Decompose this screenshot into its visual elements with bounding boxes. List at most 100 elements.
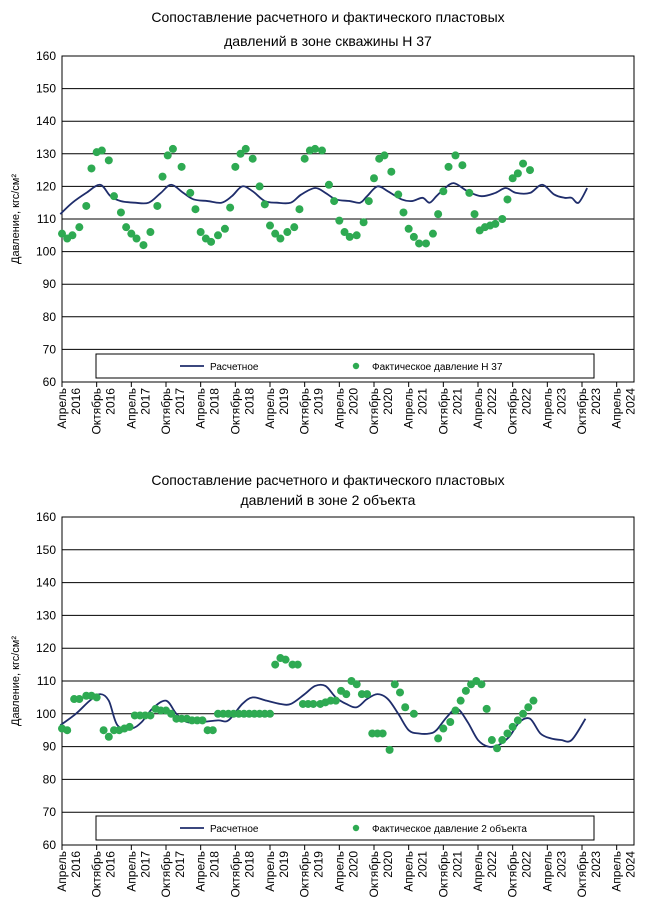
data-point-actual xyxy=(271,229,280,238)
x-tick-label: 2021 xyxy=(416,388,430,415)
data-point-actual xyxy=(503,195,512,204)
y-tick-label: 150 xyxy=(36,543,56,557)
data-point-actual xyxy=(214,231,222,240)
data-point-actual xyxy=(340,228,349,237)
data-point-actual xyxy=(422,239,430,248)
y-tick-label: 160 xyxy=(36,49,56,63)
x-tick-label: 2017 xyxy=(138,851,152,878)
data-point-actual xyxy=(110,192,118,201)
x-tick-label: Апрель xyxy=(610,388,624,429)
x-tick-label: Апрель xyxy=(610,851,624,892)
x-tick-label: Апрель xyxy=(332,388,346,429)
x-tick-label: 2024 xyxy=(624,388,638,415)
x-tick-label: 2019 xyxy=(312,851,326,878)
data-point-actual xyxy=(300,154,309,163)
data-point-actual xyxy=(409,232,418,241)
x-tick-label: 2016 xyxy=(69,851,83,878)
x-tick-label: 2023 xyxy=(589,851,603,878)
y-tick-label: 140 xyxy=(36,114,56,128)
data-point-actual xyxy=(503,729,512,738)
data-point-actual xyxy=(158,172,167,181)
legend-label-calculated: Расчетное xyxy=(210,824,259,835)
x-tick-label: Октябрь xyxy=(90,851,104,898)
x-tick-label: 2018 xyxy=(242,851,256,878)
data-point-actual xyxy=(364,197,373,206)
x-tick-label: Октябрь xyxy=(159,851,173,898)
x-tick-label: 2023 xyxy=(554,851,568,878)
y-tick-label: 80 xyxy=(43,310,57,324)
data-point-actual xyxy=(396,688,404,697)
y-tick-label: 120 xyxy=(36,179,56,193)
data-point-actual xyxy=(415,239,424,248)
x-tick-label: Апрель xyxy=(124,851,138,892)
chart-1: Сопоставление расчетного и фактического … xyxy=(10,9,638,435)
x-tick-label: 2021 xyxy=(416,851,430,878)
legend-box xyxy=(95,815,595,841)
data-point-actual xyxy=(208,726,217,735)
plot-frame xyxy=(61,55,635,383)
x-tick-label: 2018 xyxy=(208,388,222,415)
y-tick-label: 150 xyxy=(36,82,56,96)
x-tick-label: Октябрь xyxy=(436,388,450,435)
data-point-actual xyxy=(125,722,134,731)
plot-frame xyxy=(61,516,635,846)
x-tick-label: Апрель xyxy=(402,851,416,892)
data-point-actual xyxy=(163,151,172,160)
data-point-actual xyxy=(519,709,528,718)
x-tick-label: 2024 xyxy=(624,851,638,878)
data-point-actual xyxy=(378,729,387,738)
data-point-actual xyxy=(293,660,302,669)
data-point-actual xyxy=(191,205,200,214)
x-tick-label: 2023 xyxy=(589,388,603,415)
x-tick-label: Октябрь xyxy=(575,388,589,435)
data-point-actual xyxy=(99,726,108,735)
data-point-actual xyxy=(428,229,437,238)
x-tick-label: Апрель xyxy=(263,851,277,892)
x-tick-label: 2016 xyxy=(104,851,118,878)
legend-label-actual: Фактическое давление 2 объекта xyxy=(372,823,527,835)
data-point-actual xyxy=(508,722,517,731)
data-point-actual xyxy=(177,162,186,171)
data-point-actual xyxy=(58,229,66,238)
data-point-actual xyxy=(519,159,528,168)
y-tick-label: 120 xyxy=(36,641,56,655)
chart-title-line: Сопоставление расчетного и фактического … xyxy=(151,9,504,25)
legend-swatch-point xyxy=(352,362,360,370)
legend-swatch-point xyxy=(352,824,360,832)
data-point-actual xyxy=(116,208,125,217)
data-point-actual xyxy=(92,693,101,702)
data-point-actual xyxy=(446,718,455,726)
data-point-actual xyxy=(498,736,507,745)
data-point-actual xyxy=(513,169,522,178)
data-point-actual xyxy=(529,696,538,705)
data-point-actual xyxy=(352,231,361,240)
data-point-actual xyxy=(283,228,292,237)
x-tick-label: 2022 xyxy=(520,851,534,878)
x-tick-label: 2022 xyxy=(485,388,499,415)
data-point-actual xyxy=(513,716,522,725)
legend-box xyxy=(95,353,595,379)
series-line-calculated xyxy=(59,683,587,748)
x-tick-label: Апрель xyxy=(124,388,138,429)
data-point-actual xyxy=(401,703,410,712)
data-point-actual xyxy=(524,703,533,712)
data-point-actual xyxy=(342,690,351,699)
chart-2: Сопоставление расчетного и фактического … xyxy=(10,472,638,898)
y-axis-label: Давление, кгс/см² xyxy=(10,174,22,264)
x-tick-label: Октябрь xyxy=(506,388,520,435)
data-point-actual xyxy=(255,182,264,191)
y-tick-label: 60 xyxy=(43,838,57,852)
data-point-actual xyxy=(97,146,106,155)
data-point-actual xyxy=(345,232,354,241)
x-tick-label: 2018 xyxy=(208,851,222,878)
x-tick-label: 2021 xyxy=(450,388,464,415)
data-point-actual xyxy=(196,228,205,237)
y-tick-label: 90 xyxy=(43,277,57,291)
y-tick-label: 140 xyxy=(36,576,56,590)
data-point-actual xyxy=(439,187,448,196)
data-point-actual xyxy=(352,680,361,689)
data-point-actual xyxy=(186,188,195,197)
data-point-actual xyxy=(153,201,162,210)
y-tick-label: 90 xyxy=(43,740,57,754)
y-tick-label: 160 xyxy=(36,510,56,524)
